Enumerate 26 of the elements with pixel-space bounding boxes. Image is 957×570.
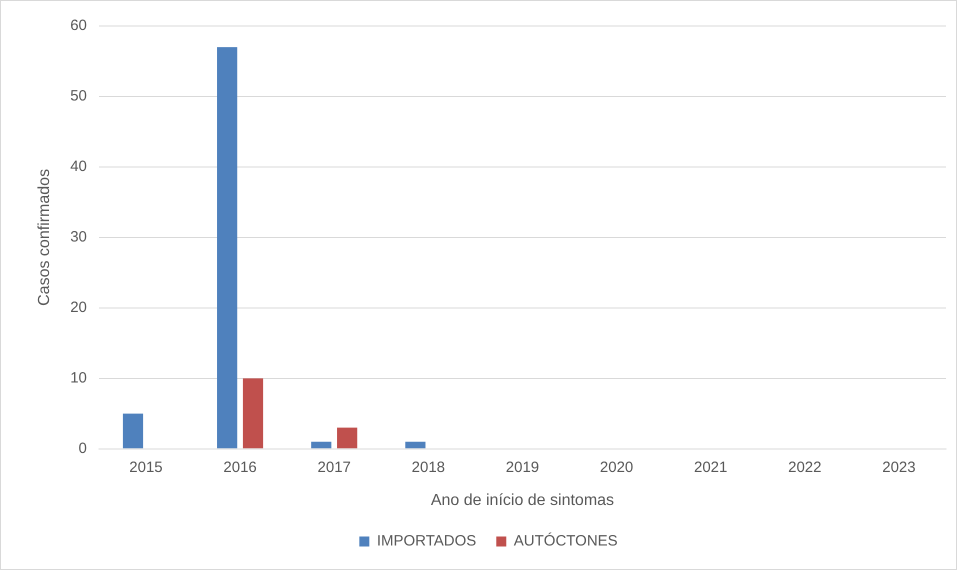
y-tick-label: 40 bbox=[70, 158, 87, 176]
x-tick-label: 2018 bbox=[412, 458, 446, 476]
legend-label: AUTÓCTONES bbox=[514, 532, 618, 550]
bar bbox=[405, 442, 426, 448]
legend-label: IMPORTADOS bbox=[376, 532, 476, 550]
bar bbox=[122, 414, 144, 448]
bar bbox=[217, 47, 238, 448]
x-tick-label: 2019 bbox=[506, 458, 540, 476]
x-tick-label: 2020 bbox=[600, 458, 634, 476]
bar bbox=[337, 428, 358, 448]
bar bbox=[242, 378, 264, 448]
x-axis-title: Ano de início de sintomas bbox=[430, 492, 614, 509]
x-tick-label: 2016 bbox=[223, 458, 257, 476]
y-tick-label: 10 bbox=[70, 369, 87, 386]
y-tick-label: 20 bbox=[70, 299, 87, 316]
y-tick-label: 60 bbox=[70, 17, 87, 34]
x-tick-label: 2015 bbox=[129, 458, 163, 476]
x-tick-label: 2017 bbox=[318, 458, 351, 476]
y-tick-label: 0 bbox=[78, 440, 87, 457]
y-axis-title: Casos confirmados bbox=[36, 168, 54, 306]
x-tick-label: 2022 bbox=[788, 458, 822, 476]
bar bbox=[311, 442, 332, 448]
x-tick-label: 2021 bbox=[694, 458, 728, 476]
y-tick-label: 30 bbox=[70, 228, 87, 246]
y-tick-label: 50 bbox=[70, 88, 87, 105]
x-tick-label: 2023 bbox=[882, 458, 916, 476]
